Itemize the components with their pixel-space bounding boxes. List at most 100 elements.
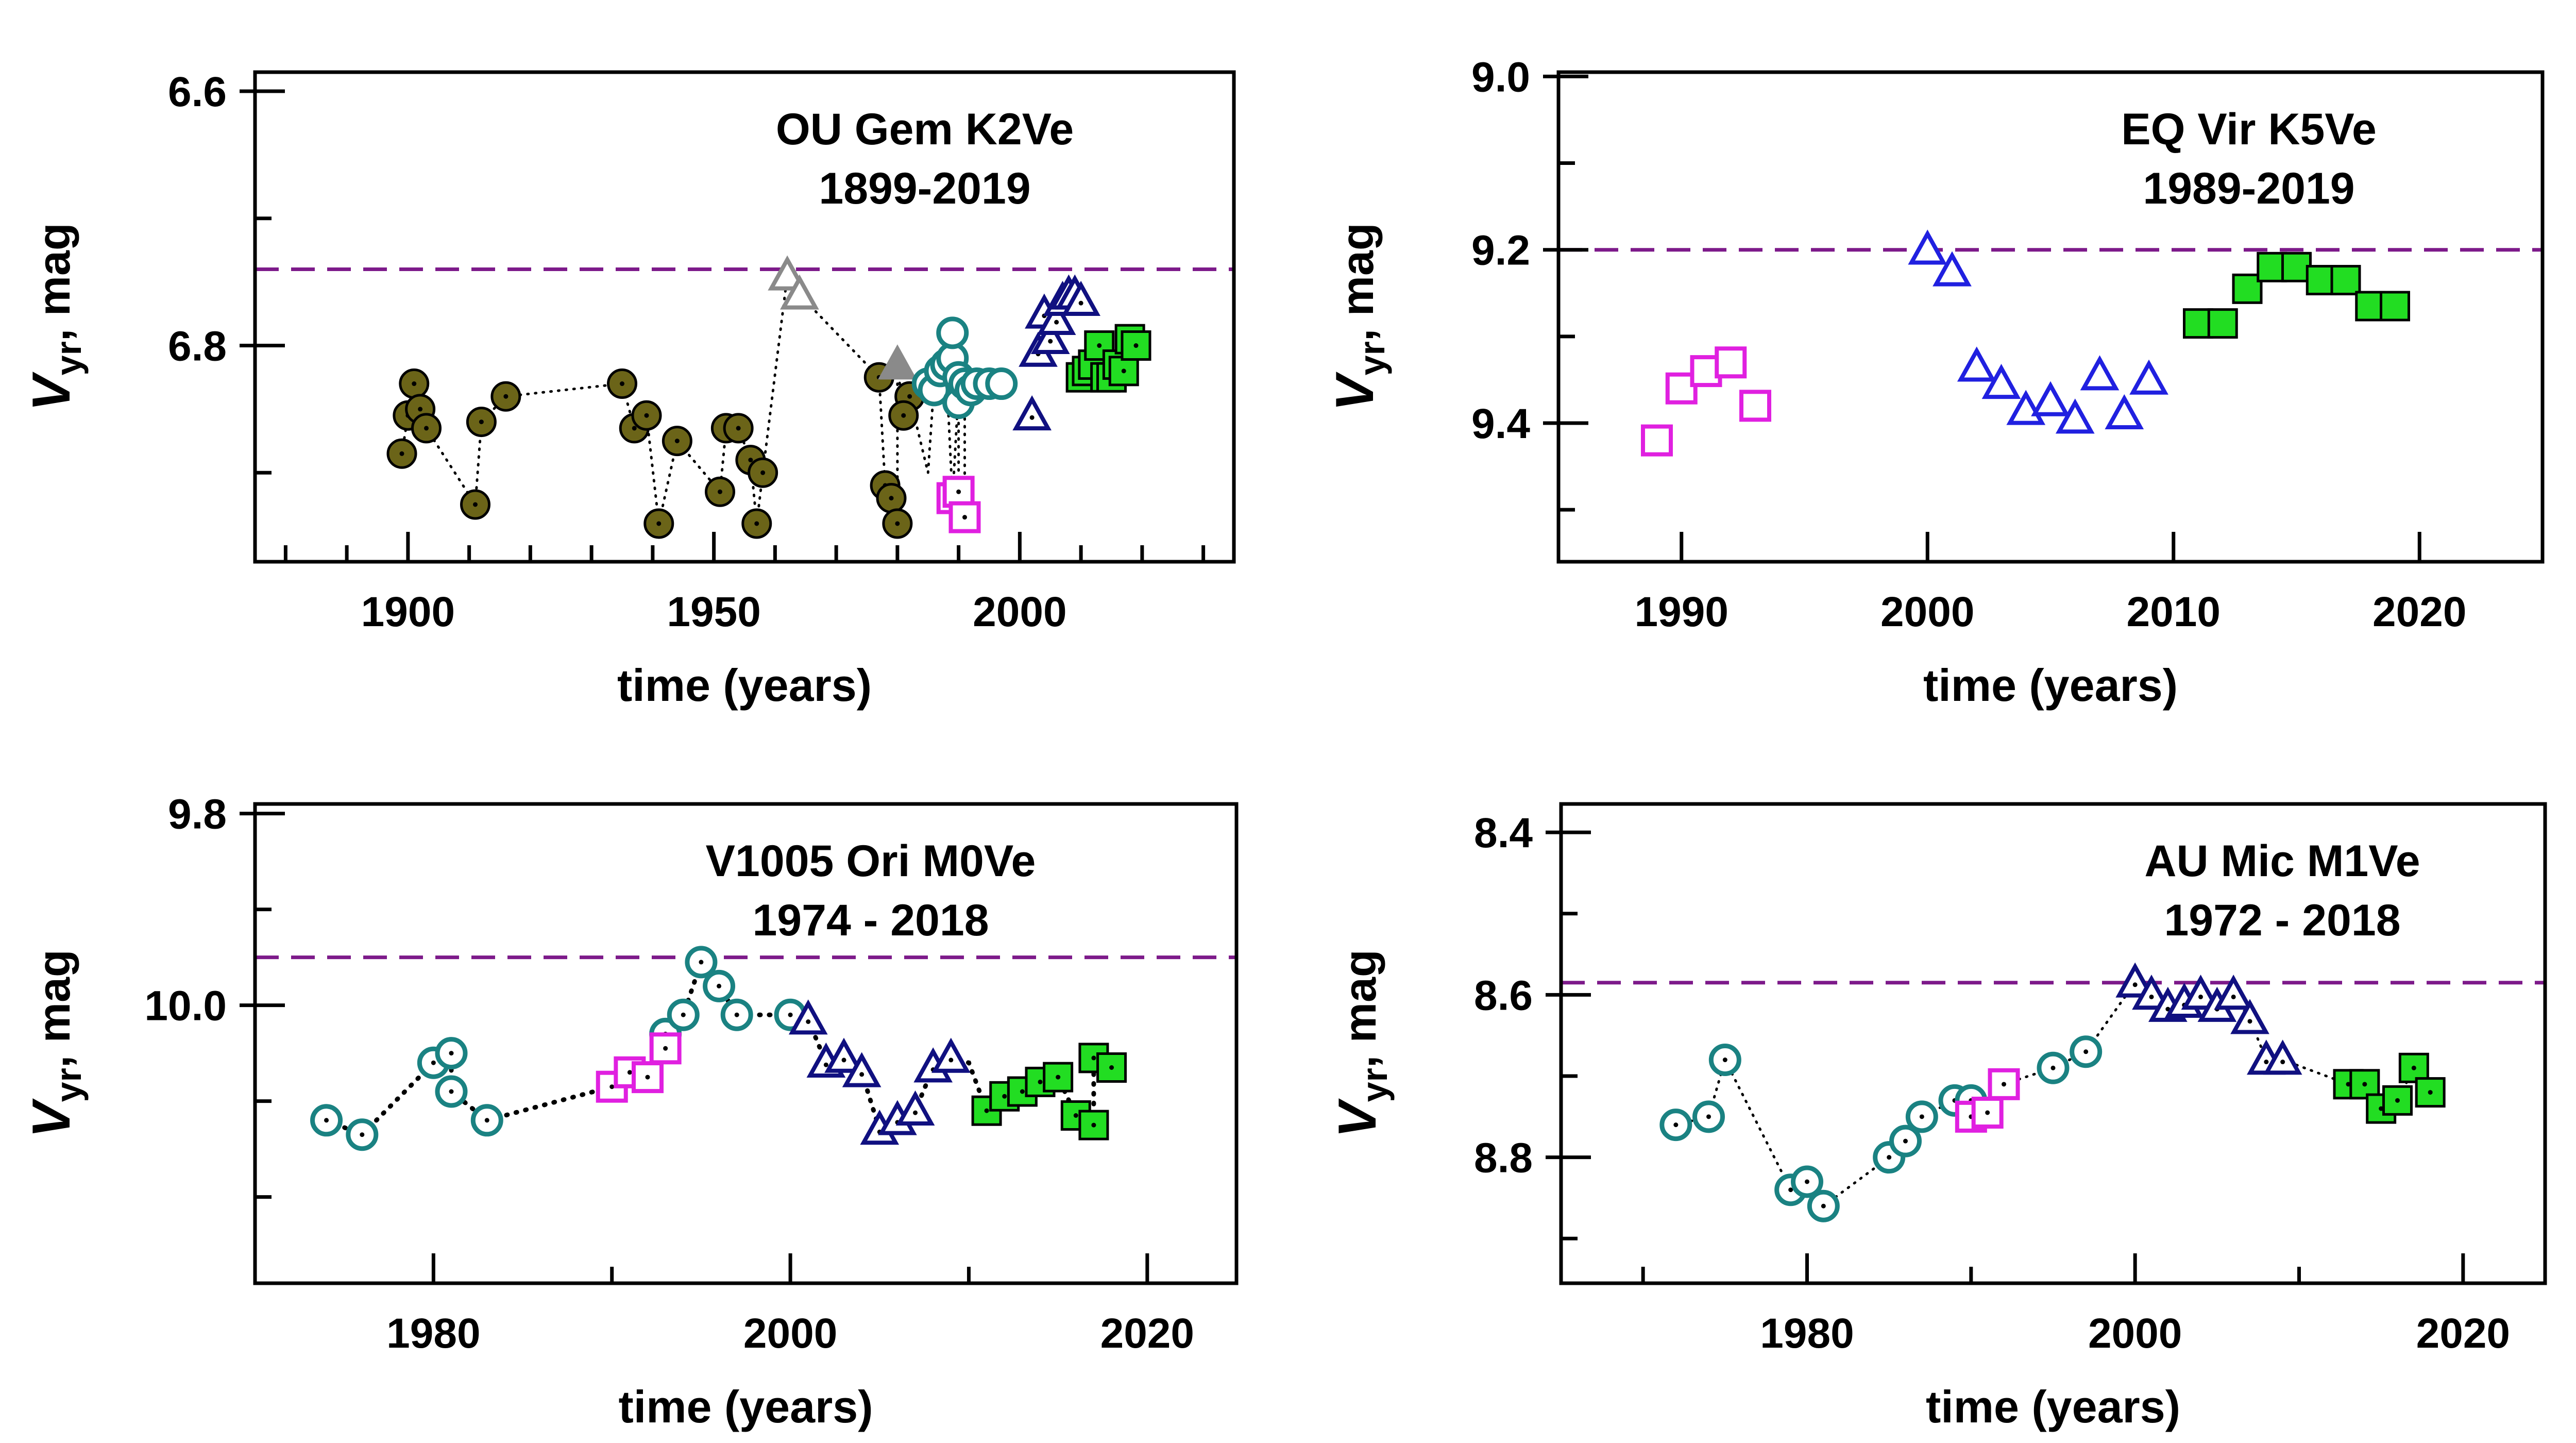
y-axis-label-v: V — [1325, 372, 1385, 411]
marker-center-dot — [754, 521, 759, 526]
x-tick-label: 2020 — [2372, 589, 2466, 635]
marker-center-dot — [2132, 982, 2138, 987]
marker-center-dot — [473, 502, 478, 507]
y-tick-label: 8.4 — [1474, 810, 1533, 857]
marker-center-dot — [1109, 1065, 1114, 1070]
marker-center-dot — [479, 420, 484, 425]
marker-center-dot — [2395, 1098, 2400, 1103]
x-tick-label: 1950 — [667, 589, 760, 635]
triangle-marker — [2105, 394, 2144, 429]
y-axis-label-v: V — [1328, 1098, 1387, 1138]
triangle-marker — [1957, 346, 1996, 382]
plot-frame — [253, 802, 1239, 1285]
marker-center-dot — [748, 458, 753, 463]
y-axis-label: Vyr, mag — [1325, 223, 1392, 411]
marker-center-dot — [1985, 1110, 1990, 1115]
plot-frame — [253, 70, 1236, 564]
marker-center-dot — [859, 1072, 865, 1077]
triangle-marker — [1933, 251, 1972, 287]
triangle-marker — [878, 344, 917, 380]
triangle-marker — [1037, 299, 1076, 335]
marker-center-dot — [2362, 1082, 2367, 1087]
triangle-marker — [768, 255, 807, 291]
marker-center-dot — [1805, 1179, 1809, 1184]
plot-frame — [1559, 802, 2547, 1285]
y-axis-label-unit: , mag — [1332, 223, 1383, 341]
marker-center-dot — [2264, 1060, 2269, 1065]
square-marker — [2232, 273, 2263, 304]
square-marker — [2330, 265, 2361, 296]
marker-center-dot — [644, 413, 649, 418]
marker-center-dot — [681, 1012, 686, 1017]
marker-center-dot — [449, 1051, 454, 1056]
triangle-marker — [1030, 318, 1070, 355]
x-tick-label: 2000 — [1880, 589, 1974, 635]
marker-center-dot — [2198, 994, 2203, 999]
x-tick-label: 2000 — [973, 589, 1066, 635]
y-tick-label: 9.8 — [168, 791, 227, 838]
y-axis-label: Vyr, mag — [22, 949, 89, 1137]
y-axis-label-v: V — [22, 372, 81, 411]
triangle-marker — [2214, 975, 2253, 1010]
marker-center-dot — [717, 983, 722, 988]
marker-center-dot — [2411, 1065, 2416, 1070]
square-marker — [1739, 390, 1771, 422]
panel-ou-gem: 1900 1950 2000 6.6 6.8 OU Gem K2Ve 1899-2019 ti… — [22, 69, 1236, 711]
marker-center-dot — [412, 381, 417, 387]
y-axis-label-v: V — [22, 1098, 81, 1138]
marker-center-dot — [399, 451, 404, 456]
marker-center-dot — [889, 496, 894, 501]
marker-center-dot — [1097, 343, 1102, 348]
x-axis-label: time (years) — [1923, 660, 2178, 711]
y-tick-label: 10.0 — [144, 983, 227, 1030]
x-tick-label: 2020 — [1100, 1310, 1194, 1357]
marker-center-dot — [760, 470, 766, 475]
triangle-marker — [788, 999, 828, 1035]
marker-center-dot — [627, 1070, 632, 1075]
marker-center-dot — [913, 1110, 918, 1115]
y-tick-label: 9.4 — [1471, 400, 1530, 447]
marker-center-dot — [1903, 1138, 1908, 1144]
y-axis-label-unit: , mag — [28, 949, 79, 1068]
chart-title: OU Gem K2Ve — [776, 105, 1074, 154]
chart-date-range: 1899-2019 — [819, 164, 1030, 213]
plot-frame — [1556, 70, 2545, 564]
panel-v1005-ori: 1980 2000 2020 9.8 10.0 V1005 Ori M0Ve 1974 - … — [22, 791, 1239, 1432]
marker-center-dot — [948, 1058, 954, 1063]
square-marker — [1971, 1096, 2004, 1129]
panel-eq-vir: 1990 2000 2010 2020 9.0 9.2 9.4 EQ Vir K5Ve 1989… — [1325, 54, 2545, 711]
marker-center-dot — [360, 1132, 365, 1137]
marker-center-dot — [2231, 994, 2236, 999]
marker-center-dot — [1788, 1187, 1793, 1193]
marker-center-dot — [901, 413, 906, 418]
marker-center-dot — [734, 1012, 739, 1017]
marker-center-dot — [1020, 1089, 1025, 1094]
x-tick-label: 2000 — [2088, 1310, 2182, 1357]
marker-center-dot — [645, 1075, 650, 1080]
marker-center-dot — [823, 1062, 828, 1067]
y-tick-label: 9.0 — [1471, 54, 1530, 100]
triangle-marker — [1061, 280, 1100, 316]
marker-center-dot — [656, 521, 662, 526]
marker-center-dot — [632, 426, 637, 431]
x-axis-label: time (years) — [1926, 1381, 2180, 1432]
square-marker — [2207, 308, 2238, 339]
marker-center-dot — [1706, 1114, 1711, 1119]
x-tick-label: 1990 — [1635, 589, 1728, 635]
y-axis-label-sub: yr — [48, 1068, 89, 1102]
marker-center-dot — [907, 394, 912, 399]
triangle-marker — [2181, 975, 2221, 1010]
marker-center-dot — [2247, 1019, 2252, 1024]
marker-center-dot — [2149, 994, 2154, 999]
marker-center-dot — [1073, 1113, 1078, 1118]
y-tick-label: 6.8 — [168, 323, 227, 370]
marker-center-dot — [1078, 300, 1083, 306]
x-tick-label: 1900 — [361, 589, 455, 635]
marker-center-dot — [1919, 1114, 1924, 1119]
marker-center-dot — [2002, 1082, 2006, 1087]
marker-center-dot — [788, 1012, 793, 1017]
marker-center-dot — [2050, 1065, 2056, 1070]
y-axis-label: Vyr, mag — [1328, 949, 1395, 1137]
marker-center-dot — [2346, 1082, 2351, 1087]
